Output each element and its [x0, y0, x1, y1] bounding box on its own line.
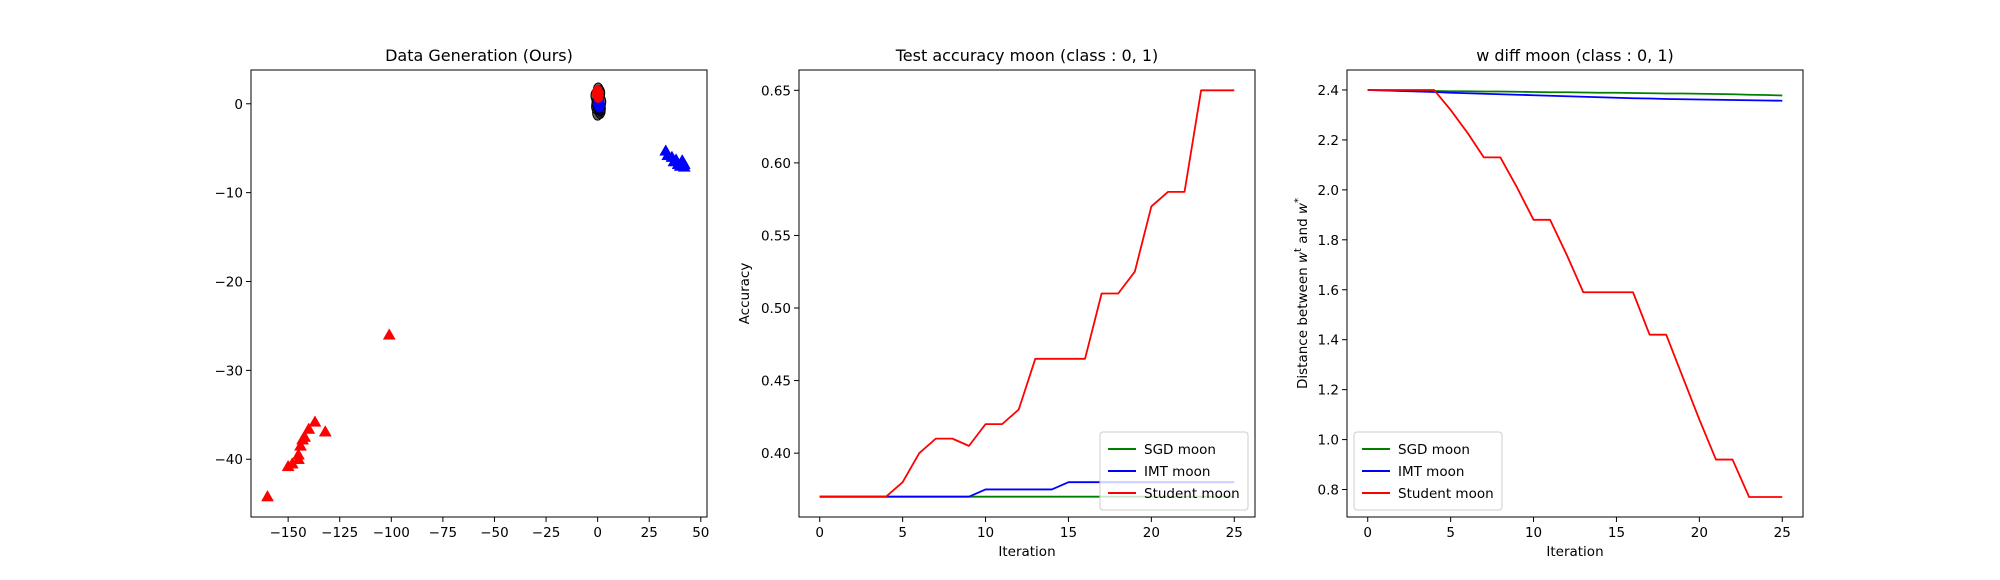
legend-box: [1353, 431, 1503, 511]
x-tick-label: 25: [641, 525, 658, 541]
y-tick-label: −40: [215, 452, 244, 468]
y-tick-label: 0.60: [761, 156, 791, 172]
y-axis-label-part: *: [1293, 198, 1304, 203]
chart-panel-1: Test accuracy moon (class : 0, 1) 0 5 10 15 2…: [737, 46, 1256, 560]
y-tick-label: 0.45: [761, 374, 791, 390]
chart-title: Test accuracy moon (class : 0, 1): [895, 46, 1159, 65]
x-tick-label: −125: [321, 525, 358, 541]
scatter-point: [592, 86, 604, 103]
chart-title: Data Generation (Ours): [385, 46, 573, 65]
y-tick-label: 1.6: [1318, 283, 1339, 299]
x-tick-label: −75: [429, 525, 458, 541]
x-tick-label: 25: [1226, 525, 1243, 541]
x-tick-label: −100: [373, 525, 410, 541]
y-tick-label: −30: [215, 363, 244, 379]
y-tick-label: 1.0: [1318, 433, 1339, 449]
y-tick-label: −10: [215, 186, 244, 202]
x-tick-label: 5: [898, 525, 907, 541]
y-tick-label: 0: [234, 97, 243, 113]
plot-frame: [250, 69, 708, 518]
series-line: [819, 89, 1235, 498]
x-tick-label: 10: [1525, 525, 1542, 541]
legend-label: SGD moon: [1398, 442, 1470, 458]
chart-panel-0: Data Generation (Ours)−150 −125 −100 −75 −50…: [215, 46, 710, 541]
x-tick-label: 5: [1446, 525, 1455, 541]
y-axis-label-part: w: [1295, 202, 1311, 214]
y-tick-label: 0.40: [761, 446, 791, 462]
scatter-point: [308, 415, 322, 427]
x-tick-label: −25: [532, 525, 561, 541]
y-tick-label: 1.8: [1318, 233, 1339, 249]
scatter-point: [298, 430, 312, 442]
scatter-point: [318, 425, 332, 437]
y-tick-label: 0.55: [761, 228, 791, 244]
scatter-point: [294, 439, 307, 451]
y-tick-label: 2.2: [1318, 133, 1339, 149]
legend-box: [1099, 431, 1249, 511]
y-tick-label: 1.2: [1318, 383, 1339, 399]
y-axis-label-part: t: [1293, 248, 1304, 252]
x-tick-label: −150: [270, 525, 307, 541]
y-axis-label-part: Distance between: [1295, 263, 1311, 389]
chart-panel-2: w diff moon (class : 0, 1) 0 5 10 15 20 25 0.8 1…: [1293, 46, 1804, 560]
y-tick-label: 1.4: [1318, 333, 1339, 349]
series-line: [1367, 89, 1783, 97]
y-axis-label: Accuracy: [737, 263, 753, 325]
x-tick-label: 0: [1363, 525, 1372, 541]
x-tick-label: 25: [1774, 525, 1791, 541]
legend-label: Student moon: [1398, 486, 1494, 502]
chart-title: w diff moon (class : 0, 1): [1476, 46, 1674, 65]
x-axis-label: Iteration: [1546, 544, 1603, 560]
series-line: [1367, 89, 1783, 498]
y-tick-label: 0.50: [761, 301, 791, 317]
legend: SGD moon IMT moon Student moon: [1099, 431, 1249, 511]
y-axis-label: Distance between wt and w*: [1293, 198, 1311, 389]
x-axis-label: Iteration: [998, 544, 1055, 560]
y-tick-label: −20: [215, 275, 244, 291]
scatter-point: [261, 490, 274, 502]
plot-frame: [1346, 69, 1804, 518]
y-axis-label-part: and: [1295, 214, 1311, 248]
x-tick-label: 20: [1691, 525, 1708, 541]
x-tick-label: 15: [1608, 525, 1625, 541]
plot-frame: [798, 69, 1256, 518]
x-tick-label: 10: [977, 525, 994, 541]
x-tick-label: 0: [593, 525, 602, 541]
x-tick-label: 50: [692, 525, 709, 541]
y-tick-label: 0.65: [761, 83, 791, 99]
legend-label: SGD moon: [1144, 442, 1216, 458]
scatter-point: [382, 328, 396, 340]
legend-label: IMT moon: [1398, 464, 1464, 480]
scatter-point: [292, 448, 305, 460]
legend-label: IMT moon: [1144, 464, 1210, 480]
scatter-point: [302, 422, 316, 434]
legend: SGD moon IMT moon Student moon: [1353, 431, 1503, 511]
y-tick-label: 2.4: [1318, 83, 1339, 99]
x-tick-label: 15: [1060, 525, 1077, 541]
y-axis-label-part: w: [1295, 251, 1311, 263]
x-tick-label: 0: [815, 525, 824, 541]
y-tick-label: 0.8: [1318, 483, 1339, 499]
scatter-point: [677, 157, 691, 169]
x-tick-label: −50: [480, 525, 509, 541]
legend-label: Student moon: [1144, 486, 1240, 502]
x-tick-label: 20: [1143, 525, 1160, 541]
y-tick-label: 2.0: [1318, 183, 1339, 199]
